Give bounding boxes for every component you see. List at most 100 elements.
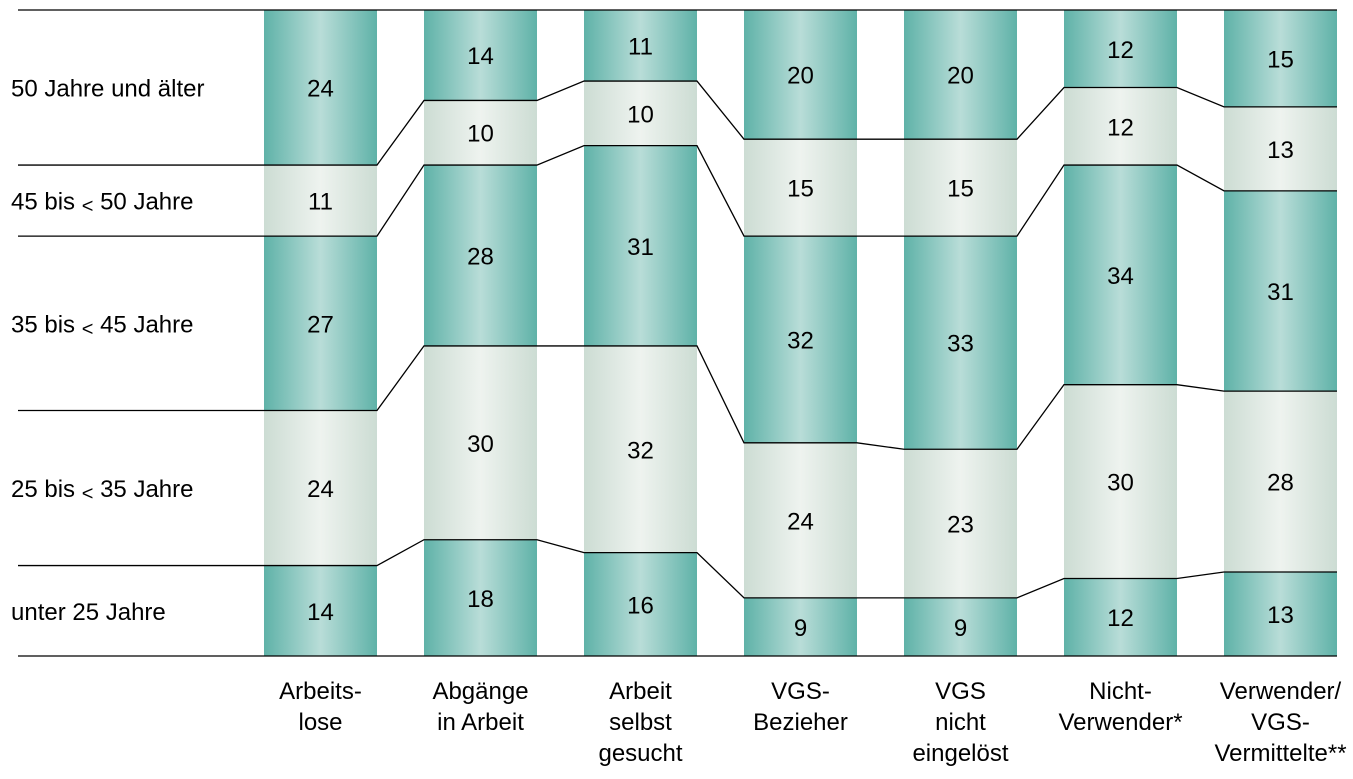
category-label: Verwender/VGS- Vermittelte**: [1196, 676, 1353, 769]
bar-segment: [744, 236, 857, 443]
bar-segment: [744, 139, 857, 237]
boundary-line: [18, 145, 1337, 237]
row-label: 25 bis < 35 Jahre: [11, 476, 193, 505]
category-label: Arbeits-lose: [236, 676, 406, 738]
category-label: VGS nicht eingelöst: [876, 676, 1046, 769]
bar-segment: [904, 10, 1017, 140]
bar-value-label: 32: [787, 327, 814, 354]
category-label-line: nicht: [935, 709, 986, 736]
bar-value-label: 15: [787, 176, 814, 203]
row-label: 50 Jahre und älter: [11, 76, 204, 103]
bar-segment: [744, 442, 857, 598]
bar-value-label: 13: [1267, 137, 1294, 164]
bar-value-label: 9: [954, 615, 967, 642]
category-label-line: Verwender/: [1219, 678, 1342, 705]
category-label-line: Nicht-: [1089, 678, 1152, 705]
bar-segment: [264, 236, 377, 411]
bar-segment: [584, 10, 697, 82]
category-label-line: VGS-: [1251, 709, 1310, 736]
row-label: 45 bis < 50 Jahre: [11, 189, 193, 218]
category-label-line: VGS-: [771, 678, 830, 705]
bar-segment: [264, 565, 377, 656]
bar-segment: [584, 145, 697, 346]
bar-segment: [584, 552, 697, 656]
bar-segment: [424, 345, 537, 540]
boundary-line: [18, 539, 1337, 599]
bar-segment: [264, 410, 377, 566]
category-label: Arbeit selbst gesucht: [556, 676, 726, 769]
less-than-sign: <: [82, 483, 94, 505]
category-label-line: Verwender*: [1058, 709, 1183, 736]
category-label-line: Bezieher: [753, 709, 848, 736]
bar-value-label: 11: [308, 189, 333, 216]
value-labels-layer: 14 24 27 11 24 18 30 28 10 14 16 32 31 10 11 9 24 32 15 20 9…: [307, 34, 1294, 642]
bar-value-label: 15: [947, 176, 974, 203]
category-label-line: eingelöst: [912, 740, 1009, 767]
category-label: Nicht- Verwender*: [1036, 676, 1206, 738]
category-label-line: Vermittelte**: [1214, 740, 1347, 767]
bar-value-label: 34: [1107, 263, 1134, 290]
row-label: unter 25 Jahre: [11, 599, 166, 626]
category-label-line: VGS: [935, 678, 986, 705]
bar-segment: [1064, 578, 1177, 656]
bar-value-label: 31: [1267, 279, 1294, 306]
bar-value-label: 24: [307, 76, 334, 103]
bar-value-label: 32: [627, 437, 654, 464]
bar-value-label: 15: [1267, 46, 1294, 73]
bar-segment: [264, 165, 377, 237]
bar-segment: [1224, 190, 1337, 392]
category-label-line: selbst: [609, 709, 672, 736]
bar-value-label: 10: [627, 101, 654, 128]
category-label-line: in Arbeit: [437, 709, 524, 736]
less-than-sign: <: [82, 318, 94, 340]
bar-value-label: 23: [947, 512, 974, 539]
bar-segment: [1224, 391, 1337, 573]
bar-segment: [904, 139, 1017, 237]
bar-segment: [584, 345, 697, 553]
bar-value-label: 30: [1107, 470, 1134, 497]
bar-segment: [1224, 10, 1337, 107]
bar-value-label: 11: [628, 34, 653, 61]
bar-value-label: 28: [1267, 470, 1294, 497]
bar-segment: [264, 10, 377, 166]
bar-segment: [1224, 106, 1337, 191]
bar-value-label: 12: [1107, 114, 1134, 141]
bar-value-label: 14: [307, 599, 334, 626]
bar-segment: [1224, 572, 1337, 656]
bar-segment: [1064, 384, 1177, 579]
row-label: 35 bis < 45 Jahre: [11, 311, 193, 340]
category-label: Abgänge in Arbeit: [396, 676, 566, 738]
bar-value-label: 12: [1107, 37, 1134, 64]
bar-segment: [904, 449, 1017, 598]
bar-value-label: 18: [467, 586, 494, 613]
bar-segment: [424, 100, 537, 166]
boundary-line: [18, 345, 1337, 450]
bar-segment: [744, 10, 857, 140]
bar-value-label: 14: [467, 43, 494, 70]
bar-segment: [424, 10, 537, 101]
bar-value-label: 9: [794, 615, 807, 642]
bar-value-label: 20: [947, 63, 974, 90]
bar-segment: [1064, 165, 1177, 385]
bar-value-label: 13: [1267, 602, 1294, 629]
bar-segment: [424, 539, 537, 656]
bar-segment: [424, 165, 537, 346]
bar-value-label: 30: [467, 431, 494, 458]
bar-segment: [584, 81, 697, 146]
bar-value-label: 20: [787, 63, 814, 90]
bar-value-label: 16: [627, 592, 654, 619]
less-than-sign: <: [82, 196, 94, 218]
category-label-line: gesucht: [598, 740, 683, 767]
bar-value-label: 28: [467, 243, 494, 270]
bar-segment: [1064, 10, 1177, 88]
bar-segment: [904, 597, 1017, 656]
row-labels-layer: unter 25 Jahre 25 bis < 35 Jahre 35 bis < …: [11, 76, 204, 626]
category-label-line: lose: [298, 709, 343, 736]
bar-value-label: 10: [467, 121, 494, 148]
bar-segment: [744, 597, 857, 656]
bar-segment: [904, 236, 1017, 450]
bar-value-label: 24: [787, 508, 814, 535]
bar-value-label: 24: [307, 476, 334, 503]
bar-value-label: 12: [1107, 605, 1134, 632]
